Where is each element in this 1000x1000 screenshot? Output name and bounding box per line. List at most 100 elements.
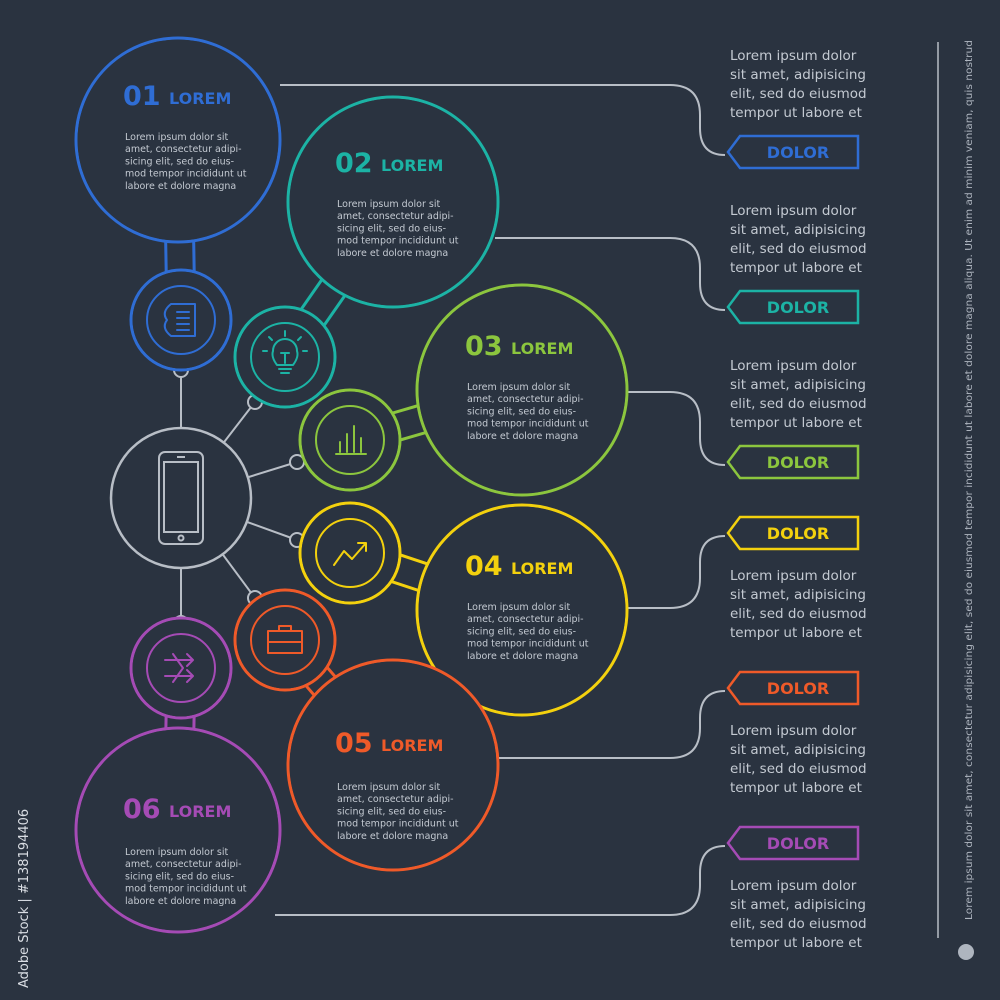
- step-body-line: labore et dolore magna: [125, 896, 236, 907]
- right-rail: Lorem ipsum dolor sit amet, consectetur …: [937, 40, 975, 960]
- side-text-line: tempor ut labore et: [730, 935, 862, 951]
- bar-chart-icon: [335, 425, 367, 455]
- phone-screen: [163, 461, 199, 533]
- step-number: 04: [465, 551, 503, 582]
- side-text-line: Lorem ipsum dolor: [730, 568, 857, 584]
- step-body-line: mod tempor incididunt ut: [467, 419, 589, 430]
- document-icon: [163, 303, 196, 337]
- step-number: 06: [123, 794, 161, 825]
- step-body-line: Lorem ipsum dolor sit: [337, 782, 440, 793]
- side-text-line: sit amet, adipisicing: [730, 897, 866, 913]
- side-text-line: sit amet, adipisicing: [730, 67, 866, 83]
- side-text-line: tempor ut labore et: [730, 260, 862, 276]
- side-text-line: tempor ut labore et: [730, 415, 862, 431]
- step-circle-fill: [77, 729, 279, 931]
- side-text-line: Lorem ipsum dolor: [730, 878, 857, 894]
- side-text-line: tempor ut labore et: [730, 780, 862, 796]
- step-body-line: sicing elit, sed do eius-: [337, 223, 446, 234]
- step-body-line: sicing elit, sed do eius-: [125, 871, 234, 882]
- step-title: LOREM: [381, 156, 443, 175]
- step-shapes: [74, 36, 629, 934]
- phone-body: [158, 451, 204, 545]
- rail-dot: [958, 944, 974, 960]
- step-body-line: Lorem ipsum dolor sit: [125, 847, 228, 858]
- step-number: 03: [465, 331, 503, 362]
- side-text-line: sit amet, adipisicing: [730, 587, 866, 603]
- connector-line: [275, 845, 726, 916]
- side-text-line: elit, sed do eiusmod: [730, 761, 867, 777]
- icon-ring: [146, 285, 216, 355]
- side-text-line: elit, sed do eiusmod: [730, 606, 867, 622]
- step-body-line: amet, consectetur adipi-: [125, 859, 242, 870]
- step-body-line: labore et dolore magna: [467, 431, 578, 442]
- side-panel: Lorem ipsum dolor sit amet, adipisicing el…: [726, 48, 867, 951]
- side-text-line: tempor ut labore et: [730, 105, 862, 121]
- icon-shape: [267, 625, 303, 643]
- tag-label: DOLOR: [767, 834, 829, 853]
- step-body-line: sicing elit, sed do eius-: [467, 626, 576, 637]
- connector-line: [280, 84, 726, 156]
- hub-circle: [109, 426, 253, 570]
- icon-ring: [315, 405, 385, 475]
- step-icons: [158, 303, 367, 683]
- step-body-line: labore et dolore magna: [125, 181, 236, 192]
- tag-badge: [726, 444, 860, 480]
- icon-shape: [278, 352, 292, 374]
- step-body-line: amet, consectetur adipi-: [467, 614, 584, 625]
- step-title: LOREM: [381, 736, 443, 755]
- side-text-line: Lorem ipsum dolor: [730, 723, 857, 739]
- step-body-line: Lorem ipsum dolor sit: [467, 382, 570, 393]
- icon-shape: [163, 303, 196, 337]
- step-body-line: amet, consectetur adipi-: [337, 794, 454, 805]
- icon-shape: [271, 338, 299, 366]
- step-body-line: labore et dolore magna: [467, 651, 578, 662]
- step-body-line: labore et dolore magna: [337, 248, 448, 259]
- side-text-line: elit, sed do eiusmod: [730, 916, 867, 932]
- arrows-icon: [164, 653, 194, 683]
- step-body-line: Lorem ipsum dolor sit: [125, 132, 228, 143]
- icon-shape: [335, 425, 367, 455]
- icon-shape: [333, 542, 367, 566]
- step-body-line: amet, consectetur adipi-: [467, 394, 584, 405]
- icon-shape: [164, 653, 194, 683]
- step-body-line: amet, consectetur adipi-: [337, 211, 454, 222]
- connector-line: [495, 690, 726, 759]
- step-body-line: Lorem ipsum dolor sit: [467, 602, 570, 613]
- stock-credit: Adobe Stock | #138194406: [17, 809, 32, 988]
- side-text-line: elit, sed do eiusmod: [730, 86, 867, 102]
- step-body-line: mod tempor incididunt ut: [337, 236, 459, 247]
- step-body-line: sicing elit, sed do eius-: [125, 156, 234, 167]
- side-text-line: Lorem ipsum dolor: [730, 48, 857, 64]
- step-number: 01: [123, 81, 161, 112]
- tag-label: DOLOR: [767, 453, 829, 472]
- connector-line: [625, 535, 726, 609]
- step-body-line: sicing elit, sed do eius-: [467, 406, 576, 417]
- step-number: 05: [335, 728, 373, 759]
- side-text-line: tempor ut labore et: [730, 625, 862, 641]
- vertical-caption: Lorem ipsum dolor sit amet, consectetur …: [964, 40, 975, 920]
- step-body-line: sicing elit, sed do eius-: [337, 806, 446, 817]
- icon-shape: [176, 311, 190, 331]
- tag-badge: [726, 515, 860, 551]
- smartphone-icon: [158, 451, 204, 545]
- side-text-line: sit amet, adipisicing: [730, 377, 866, 393]
- step-title: LOREM: [169, 802, 231, 821]
- side-text-line: Lorem ipsum dolor: [730, 203, 857, 219]
- step-circle-fill: [418, 506, 626, 714]
- tag-label: DOLOR: [767, 298, 829, 317]
- icon-ring: [146, 633, 216, 703]
- tag-badge: [726, 289, 860, 325]
- tag-badge: [726, 134, 860, 170]
- step-body-line: amet, consectetur adipi-: [125, 144, 242, 155]
- step-circle-fill: [418, 286, 626, 494]
- side-text-line: Lorem ipsum dolor: [730, 358, 857, 374]
- step-circle-fill: [77, 39, 279, 241]
- step-body-line: mod tempor incididunt ut: [337, 819, 459, 830]
- connector-line: [625, 391, 726, 466]
- step-body-line: Lorem ipsum dolor sit: [337, 199, 440, 210]
- credit: Adobe Stock | #138194406: [17, 809, 32, 988]
- step-circle-fill: [289, 661, 497, 869]
- step-body-line: mod tempor incididunt ut: [125, 884, 247, 895]
